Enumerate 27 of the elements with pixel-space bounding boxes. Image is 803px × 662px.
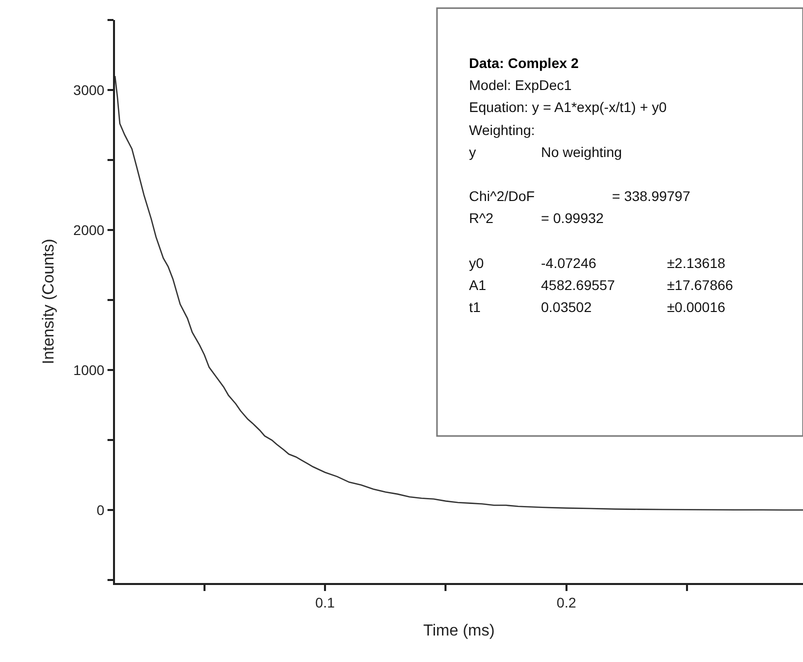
annotation: 0.03502	[541, 299, 592, 315]
y-tick-label: 0	[96, 502, 105, 518]
annotation: R^2	[469, 210, 494, 226]
annotation: t1	[469, 299, 481, 315]
annotation: ±17.67866	[667, 277, 734, 293]
y-axis-title: Intensity (Counts)	[40, 238, 58, 364]
annotation: Model: ExpDec1	[469, 77, 572, 93]
annotation: No weighting	[541, 144, 622, 160]
x-tick-label: 0.1	[315, 594, 335, 611]
y-tick-label: 2000	[73, 222, 105, 238]
x-axis-title: Time (ms)	[423, 622, 495, 640]
annotation: = 338.99797	[612, 188, 690, 204]
annotation: Equation: y = A1*exp(-x/t1) + y0	[469, 99, 667, 115]
x-tick-label: 0.2	[556, 594, 576, 611]
annotation: = 0.99932	[541, 210, 604, 226]
annotation: Data: Complex 2	[469, 55, 579, 71]
annotation: y	[469, 144, 476, 160]
annotation: ±2.13618	[667, 255, 726, 271]
y-tick-label: 1000	[73, 362, 105, 378]
annotation: Weighting:	[469, 122, 535, 138]
annotation: A1	[469, 277, 486, 293]
annotation: -4.07246	[541, 255, 596, 271]
annotation: Chi^2/DoF	[469, 188, 535, 204]
annotation: 4582.69557	[541, 277, 616, 293]
annotation: y0	[469, 255, 484, 271]
y-tick-label: 3000	[73, 82, 105, 98]
annotation: ±0.00016	[667, 299, 726, 315]
